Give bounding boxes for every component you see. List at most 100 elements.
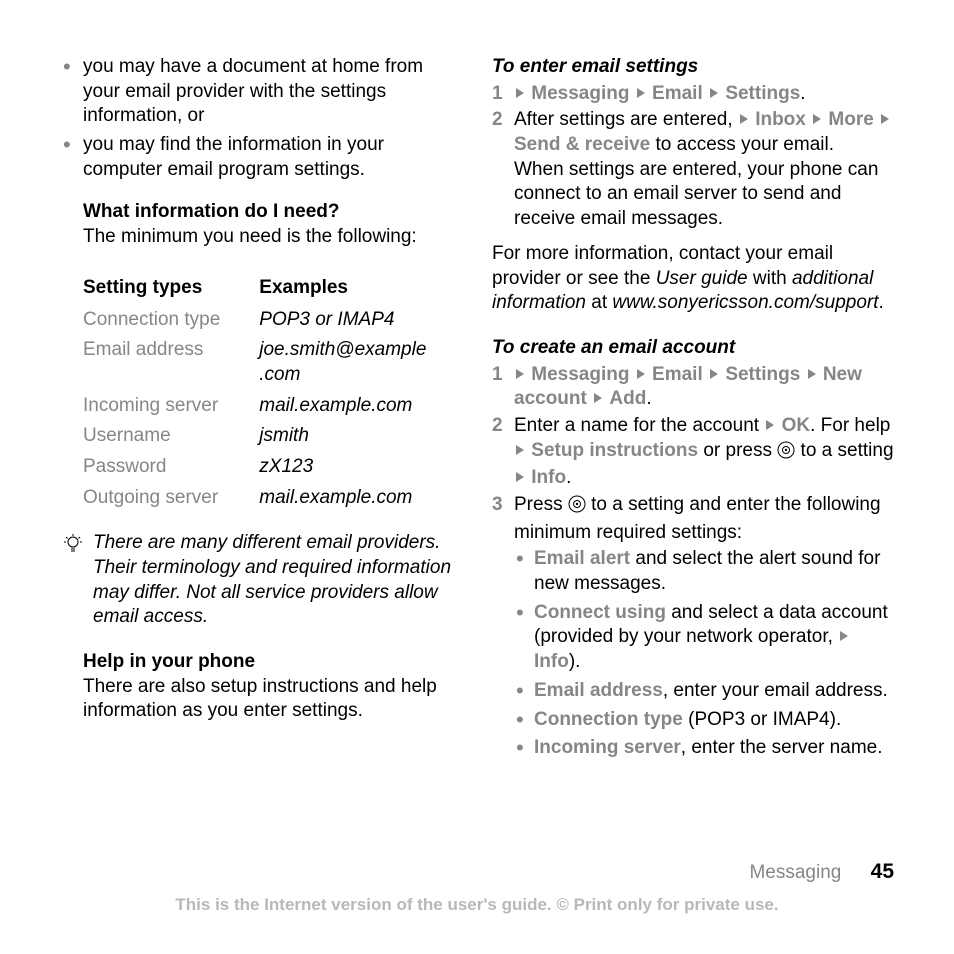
list-item: you may find the information in your com… (55, 133, 462, 182)
menu-path: Messaging (531, 83, 629, 104)
info-paragraph: For more information, contact your email… (492, 242, 899, 316)
setting-name: Incoming server (534, 737, 681, 758)
step-number: 1 (492, 82, 503, 107)
step-item: 3 Press to a setting and enter the follo… (492, 493, 899, 761)
create-account-steps: 1 Messaging Email Settings New account A… (492, 363, 899, 761)
text: to a setting (795, 440, 893, 461)
text: (POP3 or IMAP4). (683, 709, 841, 730)
triangle-icon (514, 83, 526, 104)
triangle-icon (879, 109, 891, 130)
table-cell: Connection type (83, 305, 259, 336)
triangle-icon (514, 364, 526, 385)
triangle-icon (838, 626, 850, 647)
step-number: 2 (492, 108, 503, 133)
text: with (748, 268, 792, 289)
footer-section-page: Messaging 45 (749, 858, 894, 886)
list-item: Incoming server, enter the server name. (514, 736, 899, 761)
setting-name: Connection type (534, 709, 683, 730)
text: to access your email. (650, 134, 834, 155)
footer-disclaimer: This is the Internet version of the user… (0, 894, 954, 916)
tip-text: There are many different email providers… (93, 531, 462, 630)
lightbulb-icon (63, 533, 83, 563)
list-item: Connection type (POP3 or IMAP4). (514, 708, 899, 733)
triangle-icon (764, 415, 776, 436)
menu-path: Settings (725, 364, 800, 385)
step-number: 2 (492, 414, 503, 439)
text: , enter the server name. (681, 737, 883, 758)
table-cell: mail.example.com (259, 483, 462, 514)
triangle-icon (811, 109, 823, 130)
table-cell: POP3 or IMAP4 (259, 305, 462, 336)
menu-path: Email (652, 364, 703, 385)
menu-path: Setup instructions (531, 440, 698, 461)
create-account-heading: To create an email account (492, 336, 899, 361)
required-settings-list: Email alert and select the alert sound f… (514, 547, 899, 761)
menu-path: Email (652, 83, 703, 104)
text: ). (569, 651, 581, 672)
what-info-body: The minimum you need is the following: (83, 225, 462, 250)
menu-path: Inbox (755, 109, 806, 130)
setting-name: Connect using (534, 602, 666, 623)
step-number: 1 (492, 363, 503, 388)
triangle-icon (592, 388, 604, 409)
table-cell: joe.smith@example.com (259, 335, 462, 390)
table-cell: jsmith (259, 421, 462, 452)
text: . (879, 292, 884, 313)
email-example: joe.smith@example.com (259, 339, 426, 385)
settings-table: Setting types Examples Connection typePO… (55, 272, 462, 514)
step-item: 1 Messaging Email Settings New account A… (492, 363, 899, 412)
list-item: Email alert and select the alert sound f… (514, 547, 899, 596)
table-cell: mail.example.com (259, 391, 462, 422)
left-column: you may have a document at home from you… (55, 55, 462, 765)
help-heading: Help in your phone (83, 650, 462, 675)
triangle-icon (514, 440, 526, 461)
intro-bullet-list: you may have a document at home from you… (55, 55, 462, 182)
tip-note: There are many different email providers… (55, 531, 462, 630)
triangle-icon (708, 83, 720, 104)
triangle-icon (514, 467, 526, 488)
text: User guide (656, 268, 748, 289)
text: . (646, 388, 651, 409)
text: www.sonyericsson.com/support (612, 292, 878, 313)
what-info-heading: What information do I need? (83, 200, 462, 225)
table-header: Examples (259, 272, 462, 305)
menu-path: Messaging (531, 364, 629, 385)
menu-path: Info (531, 467, 566, 488)
menu-path: Send & receive (514, 134, 650, 155)
triangle-icon (806, 364, 818, 385)
table-cell: zX123 (259, 452, 462, 483)
enter-settings-heading: To enter email settings (492, 55, 899, 80)
triangle-icon (738, 109, 750, 130)
list-item: Connect using and select a data account … (514, 601, 899, 675)
table-cell: Username (83, 421, 259, 452)
text: Press (514, 494, 568, 515)
nav-key-icon (568, 495, 586, 521)
menu-path: More (828, 109, 873, 130)
table-cell: Email address (83, 335, 259, 390)
text: . (800, 83, 805, 104)
right-column: To enter email settings 1 Messaging Emai… (492, 55, 899, 765)
menu-path: Add (609, 388, 646, 409)
menu-path: Settings (725, 83, 800, 104)
setting-name: Email address (534, 680, 663, 701)
page-number: 45 (871, 860, 894, 883)
text: . For help (810, 415, 890, 436)
text: Enter a name for the account (514, 415, 764, 436)
triangle-icon (635, 364, 647, 385)
text: , enter your email address. (663, 680, 888, 701)
section-name: Messaging (749, 862, 841, 883)
enter-settings-steps: 1 Messaging Email Settings. 2 After sett… (492, 82, 899, 232)
list-item: you may have a document at home from you… (55, 55, 462, 129)
text: After settings are entered, (514, 109, 738, 130)
page-content: you may have a document at home from you… (0, 0, 954, 765)
text: . (566, 467, 571, 488)
text: or press (698, 440, 777, 461)
menu-path: Info (534, 651, 569, 672)
help-body: There are also setup instructions and he… (83, 675, 462, 724)
nav-key-icon (777, 441, 795, 467)
step-item: 2 Enter a name for the account OK. For h… (492, 414, 899, 491)
step-item: 2 After settings are entered, Inbox More… (492, 108, 899, 231)
table-cell: Outgoing server (83, 483, 259, 514)
triangle-icon (708, 364, 720, 385)
triangle-icon (635, 83, 647, 104)
